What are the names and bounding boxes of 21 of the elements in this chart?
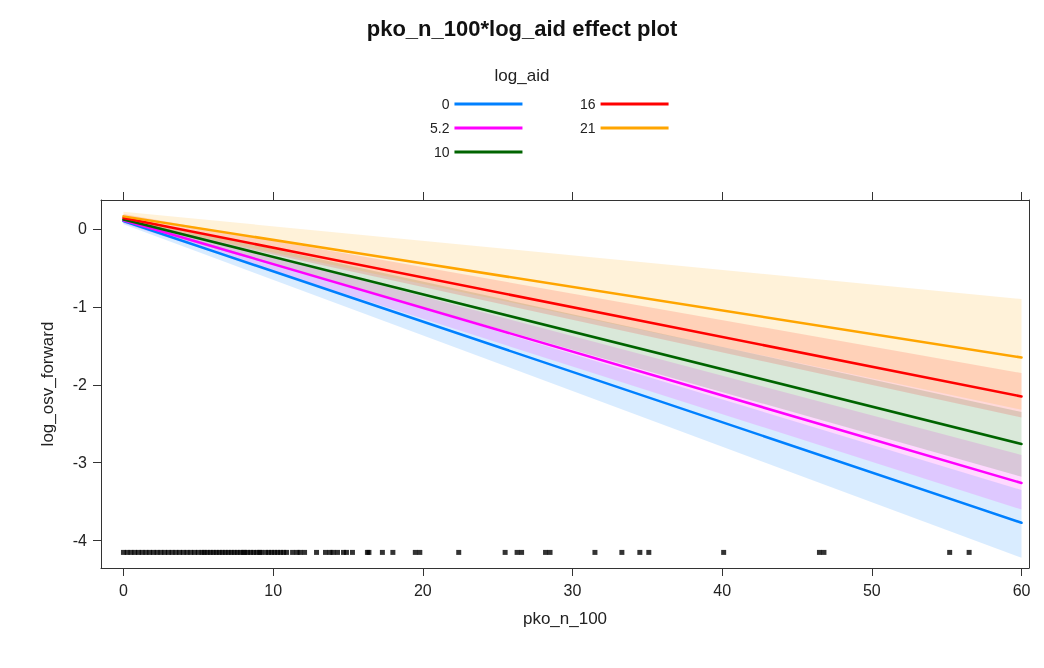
x-tick-label: 30 — [563, 581, 582, 599]
x-tick-label: 40 — [713, 581, 732, 599]
chart-title: pko_n_100*log_aid effect plot — [366, 15, 678, 41]
y-tick-label: -4 — [72, 532, 88, 550]
x-tick-label: 10 — [264, 581, 283, 599]
legend-label: 5.2 — [429, 120, 450, 136]
x-tick-label: 20 — [413, 581, 432, 599]
x-tick-label: 0 — [119, 581, 128, 599]
y-tick-label: -2 — [72, 376, 88, 394]
legend-label: 10 — [433, 144, 450, 160]
y-tick-label: -3 — [72, 454, 88, 472]
y-tick-label: 0 — [78, 220, 88, 238]
legend-label: 21 — [579, 120, 596, 136]
legend-title: log_aid — [494, 66, 550, 85]
y-axis-title: log_osv_forward — [38, 321, 57, 447]
x-tick-label: 50 — [862, 581, 881, 599]
y-tick-label: -1 — [72, 298, 88, 316]
legend-label: 0 — [441, 96, 450, 112]
legend-label: 16 — [579, 96, 596, 112]
x-axis-title: pko_n_100 — [522, 609, 608, 628]
x-tick-label: 60 — [1012, 581, 1031, 599]
